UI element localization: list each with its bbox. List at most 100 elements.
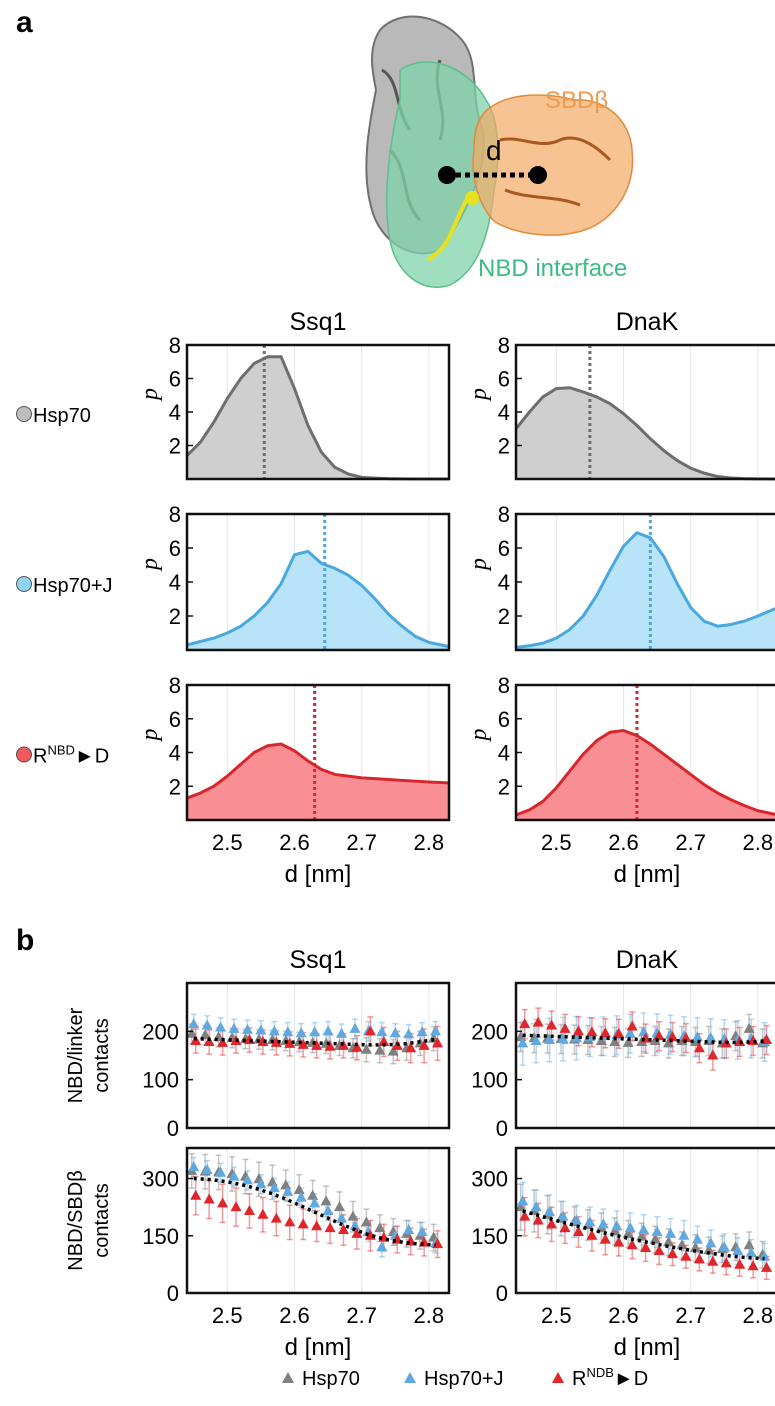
data-point — [416, 1225, 428, 1236]
y-axis-label: p — [466, 558, 492, 572]
data-point — [626, 1020, 638, 1031]
data-point — [544, 1034, 556, 1045]
data-point — [572, 1025, 584, 1036]
data-point — [376, 1241, 388, 1252]
data-point — [638, 1224, 650, 1235]
data-point — [309, 1026, 321, 1037]
data-point — [215, 1166, 227, 1177]
fit-line — [193, 1036, 436, 1047]
data-point — [322, 1025, 334, 1036]
data-point — [761, 1034, 773, 1045]
legend-entry-2-tail: D — [634, 1368, 648, 1390]
y-axis-label: p — [466, 388, 492, 402]
data-point — [282, 1185, 294, 1196]
data-point — [759, 1250, 771, 1261]
data-point — [640, 1241, 652, 1252]
y-tick-label: 4 — [498, 400, 510, 425]
data-point — [707, 1049, 719, 1060]
sbd-centroid — [529, 166, 547, 184]
data-point — [705, 1032, 717, 1043]
data-point — [257, 1035, 269, 1046]
legend-entry-1-text: Hsp70+J — [424, 1368, 504, 1390]
data-point — [311, 1220, 323, 1231]
panel-label-b: b — [16, 924, 34, 957]
data-point — [270, 1212, 282, 1223]
data-point — [199, 1029, 211, 1040]
x-tick-label: 2.7 — [346, 830, 377, 855]
row-label-1-text: Hsp70+J — [33, 575, 113, 597]
x-tick-label: 2.5 — [212, 830, 243, 855]
density-fill — [516, 387, 775, 479]
data-point — [376, 1026, 388, 1037]
plot-frame — [514, 1146, 775, 1295]
row-label-2-sup: NBD — [47, 743, 74, 758]
data-point — [374, 1044, 386, 1055]
data-point — [311, 1039, 323, 1050]
y-tick-label: 200 — [471, 1019, 508, 1044]
data-point — [201, 1164, 213, 1175]
data-point — [282, 1026, 294, 1037]
legend-entry-2: RNDB►D — [572, 1365, 648, 1390]
data-point — [297, 1038, 309, 1049]
y-tick-label: 150 — [471, 1224, 508, 1249]
y-axis-label-b-0: NBD/linker contacts — [65, 1007, 113, 1103]
y-tick-label: 4 — [169, 400, 181, 425]
x-tick-label: 2.6 — [279, 1303, 310, 1328]
linker — [426, 193, 472, 262]
x-tick-label: 2.7 — [675, 830, 706, 855]
plot-frame — [185, 981, 451, 1130]
data-point — [378, 1035, 390, 1046]
x-tick-label: 2.8 — [414, 830, 445, 855]
y-axis-label: p — [466, 729, 492, 743]
density-panel: 2 4 6 8 p 2.5 2.6 2.7 2.8 d [nm] — [137, 673, 451, 888]
x-tick-label: 2.6 — [608, 830, 639, 855]
data-point — [387, 1045, 399, 1056]
y-tick-label: 8 — [498, 502, 510, 527]
data-point — [519, 1210, 531, 1221]
data-point — [745, 1246, 757, 1257]
y-tick-label: 6 — [169, 536, 181, 561]
data-point — [293, 1183, 305, 1194]
legend-entry-2-sup: NDB — [586, 1365, 613, 1380]
data-point — [515, 1201, 527, 1212]
data-point — [667, 1248, 679, 1259]
data-point — [743, 1239, 755, 1250]
data-point — [718, 1241, 730, 1252]
row-label-2-text: R — [33, 746, 47, 768]
data-point — [389, 1027, 401, 1038]
data-point — [597, 1218, 609, 1229]
data-point — [320, 1195, 332, 1206]
data-point — [338, 1224, 350, 1235]
data-point — [586, 1229, 598, 1240]
data-point — [309, 1197, 321, 1208]
density-line — [515, 530, 775, 649]
y-tick-label: 4 — [498, 570, 510, 595]
x-axis-label: d [nm] — [614, 861, 681, 888]
y-tick-label: 8 — [169, 333, 181, 358]
protein-structure-illustration: d SBDβ NBD interface — [365, 15, 634, 288]
contacts-panel: 0 150 300 2.5 2.6 2.7 2.8 d [nm] — [471, 1146, 775, 1361]
density-line — [514, 386, 775, 481]
y-tick-label: 0 — [496, 1281, 508, 1306]
y-tick-label: 300 — [142, 1167, 179, 1192]
data-point — [517, 1037, 529, 1048]
x-tick-label: 2.5 — [541, 1303, 572, 1328]
data-point — [649, 1233, 661, 1244]
data-point — [347, 1210, 359, 1221]
legend-marker — [552, 1372, 564, 1383]
nbd-centroid — [438, 166, 456, 184]
contacts-panel: 0 100 200 — [142, 981, 451, 1141]
y-axis-label: p — [137, 729, 163, 743]
data-point — [705, 1237, 717, 1248]
data-point — [720, 1257, 732, 1268]
row-label-0: Hsp70 — [33, 405, 91, 427]
y-tick-label: 0 — [496, 1116, 508, 1141]
data-point — [636, 1230, 648, 1241]
data-point — [761, 1261, 773, 1272]
y-axis-label: p — [137, 388, 163, 402]
data-point — [418, 1039, 430, 1050]
linker-highlight — [465, 191, 479, 205]
data-point — [284, 1216, 296, 1227]
y-tick-label: 6 — [498, 707, 510, 732]
